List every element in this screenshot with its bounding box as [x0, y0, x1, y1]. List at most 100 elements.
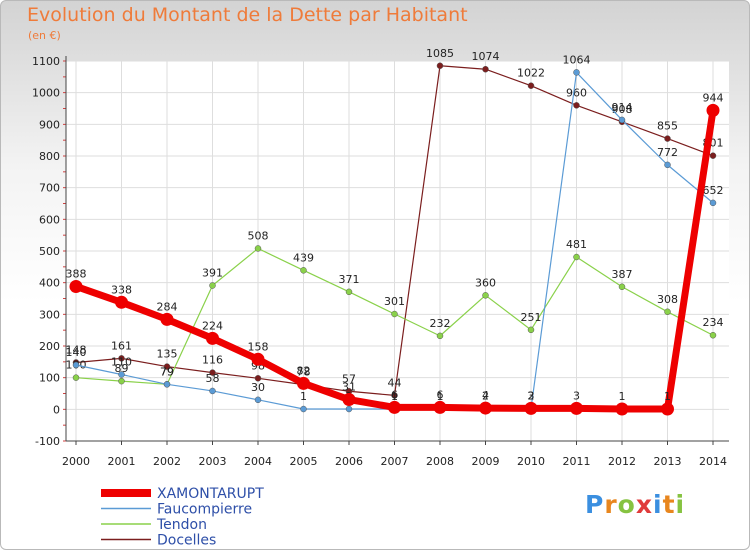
- data-label-tendon: 301: [384, 295, 405, 308]
- x-tick-label: 2009: [472, 455, 500, 468]
- chart-title: Evolution du Montant de la Dette par Hab…: [27, 4, 468, 26]
- data-point-docelles: [209, 369, 216, 376]
- data-label-faucompierre: 58: [206, 372, 220, 385]
- data-point-faucompierre: [72, 361, 80, 369]
- data-point-tendon: [664, 308, 671, 316]
- data-label-docelles: 57: [342, 372, 356, 385]
- data-label-tendon: 387: [612, 268, 633, 281]
- x-tick-label: 2007: [381, 455, 409, 468]
- data-label-xamontarupt: 4: [482, 389, 489, 402]
- legend-label: Docelles: [157, 533, 216, 549]
- data-point-docelles: [482, 65, 489, 73]
- data-label-xamontarupt: 224: [202, 319, 223, 332]
- logo-letter: t: [662, 490, 676, 519]
- data-label-xamontarupt: 1: [664, 390, 671, 403]
- data-label-tendon: 391: [202, 267, 223, 280]
- data-point-faucompierre: [300, 405, 307, 413]
- data-label-xamontarupt: 3: [573, 389, 580, 402]
- data-label-xamontarupt: 338: [111, 283, 132, 296]
- data-point-xamontarupt: [69, 279, 83, 293]
- data-point-tendon: [345, 288, 353, 296]
- data-point-xamontarupt: [297, 376, 310, 390]
- y-tick-label: 200: [39, 340, 60, 353]
- data-label-xamontarupt: 6: [391, 388, 398, 401]
- data-point-xamontarupt: [433, 400, 447, 414]
- data-point-docelles: [163, 363, 171, 370]
- legend-label: Tendon: [156, 517, 207, 533]
- y-tick-label: 600: [39, 213, 60, 226]
- x-tick-label: 2012: [608, 455, 636, 468]
- y-tick-label: 800: [39, 150, 60, 163]
- data-point-docelles: [664, 135, 671, 142]
- data-label-faucompierre: 2: [482, 390, 489, 403]
- unit-label: (en €): [28, 29, 61, 42]
- data-point-xamontarupt: [524, 401, 538, 415]
- data-point-tendon: [527, 326, 535, 334]
- data-label-tendon: 371: [339, 273, 360, 286]
- data-label-tendon: 439: [293, 251, 314, 264]
- data-label-docelles: 960: [566, 86, 587, 99]
- data-point-faucompierre: [664, 161, 671, 169]
- data-point-docelles: [254, 375, 262, 382]
- x-tick-label: 2011: [563, 455, 591, 468]
- data-point-faucompierre: [254, 396, 262, 404]
- data-point-xamontarupt: [615, 402, 629, 416]
- y-tick-label: -100: [35, 435, 60, 448]
- data-label-tendon: 234: [703, 316, 724, 329]
- data-point-xamontarupt: [570, 401, 583, 415]
- data-point-docelles: [527, 82, 535, 89]
- data-point-xamontarupt: [479, 401, 492, 415]
- data-label-xamontarupt: 944: [703, 91, 724, 104]
- data-point-xamontarupt: [706, 103, 720, 117]
- x-tick-label: 2003: [199, 455, 227, 468]
- data-point-tendon: [618, 283, 626, 291]
- data-point-tendon: [573, 253, 580, 261]
- data-point-xamontarupt: [206, 331, 219, 345]
- data-label-docelles: 135: [157, 348, 178, 361]
- x-tick-label: 2013: [654, 455, 682, 468]
- data-point-faucompierre: [618, 116, 626, 124]
- logo-letter: o: [617, 490, 636, 519]
- data-point-docelles: [118, 355, 125, 362]
- data-point-xamontarupt: [115, 295, 128, 309]
- data-point-tendon: [254, 245, 262, 252]
- logo-letter: P: [585, 490, 605, 519]
- y-tick-label: 900: [39, 118, 60, 131]
- data-label-xamontarupt: 82: [297, 364, 311, 377]
- legend-label: XAMONTARUPT: [157, 486, 264, 502]
- data-point-docelles: [436, 62, 444, 69]
- data-label-faucompierre: 110: [111, 356, 132, 369]
- y-tick-label: 300: [39, 308, 60, 321]
- data-label-faucompierre: 652: [703, 184, 724, 197]
- logo-letter: r: [604, 490, 618, 519]
- data-label-docelles: 78: [297, 366, 311, 379]
- data-point-xamontarupt: [251, 352, 265, 366]
- data-label-tendon: 360: [475, 276, 496, 289]
- y-tick-label: 700: [39, 182, 60, 195]
- data-point-tendon: [436, 332, 444, 340]
- y-tick-label: 1000: [32, 87, 60, 100]
- x-tick-label: 2004: [244, 455, 272, 468]
- logo-letter: x: [635, 490, 653, 519]
- data-point-tendon: [72, 374, 80, 381]
- data-label-docelles: 161: [111, 339, 132, 352]
- data-label-faucompierre: 79: [160, 365, 174, 378]
- data-point-docelles: [573, 102, 580, 109]
- data-point-xamontarupt: [661, 402, 674, 416]
- data-label-docelles: 1074: [472, 50, 500, 63]
- data-point-faucompierre: [209, 387, 216, 395]
- data-label-tendon: 251: [521, 311, 542, 324]
- data-label-tendon: 308: [657, 293, 678, 306]
- proxiti-logo: Proxiti: [585, 490, 685, 519]
- data-point-xamontarupt: [388, 400, 401, 414]
- data-label-docelles: 148: [66, 343, 87, 356]
- data-label-xamontarupt: 284: [157, 300, 178, 313]
- x-tick-label: 2005: [290, 455, 318, 468]
- data-label-xamontarupt: 1: [619, 390, 626, 403]
- data-label-faucompierre: 772: [657, 146, 678, 159]
- data-point-faucompierre: [709, 199, 717, 207]
- y-tick-label: 400: [39, 277, 60, 290]
- data-label-docelles: 855: [657, 120, 678, 133]
